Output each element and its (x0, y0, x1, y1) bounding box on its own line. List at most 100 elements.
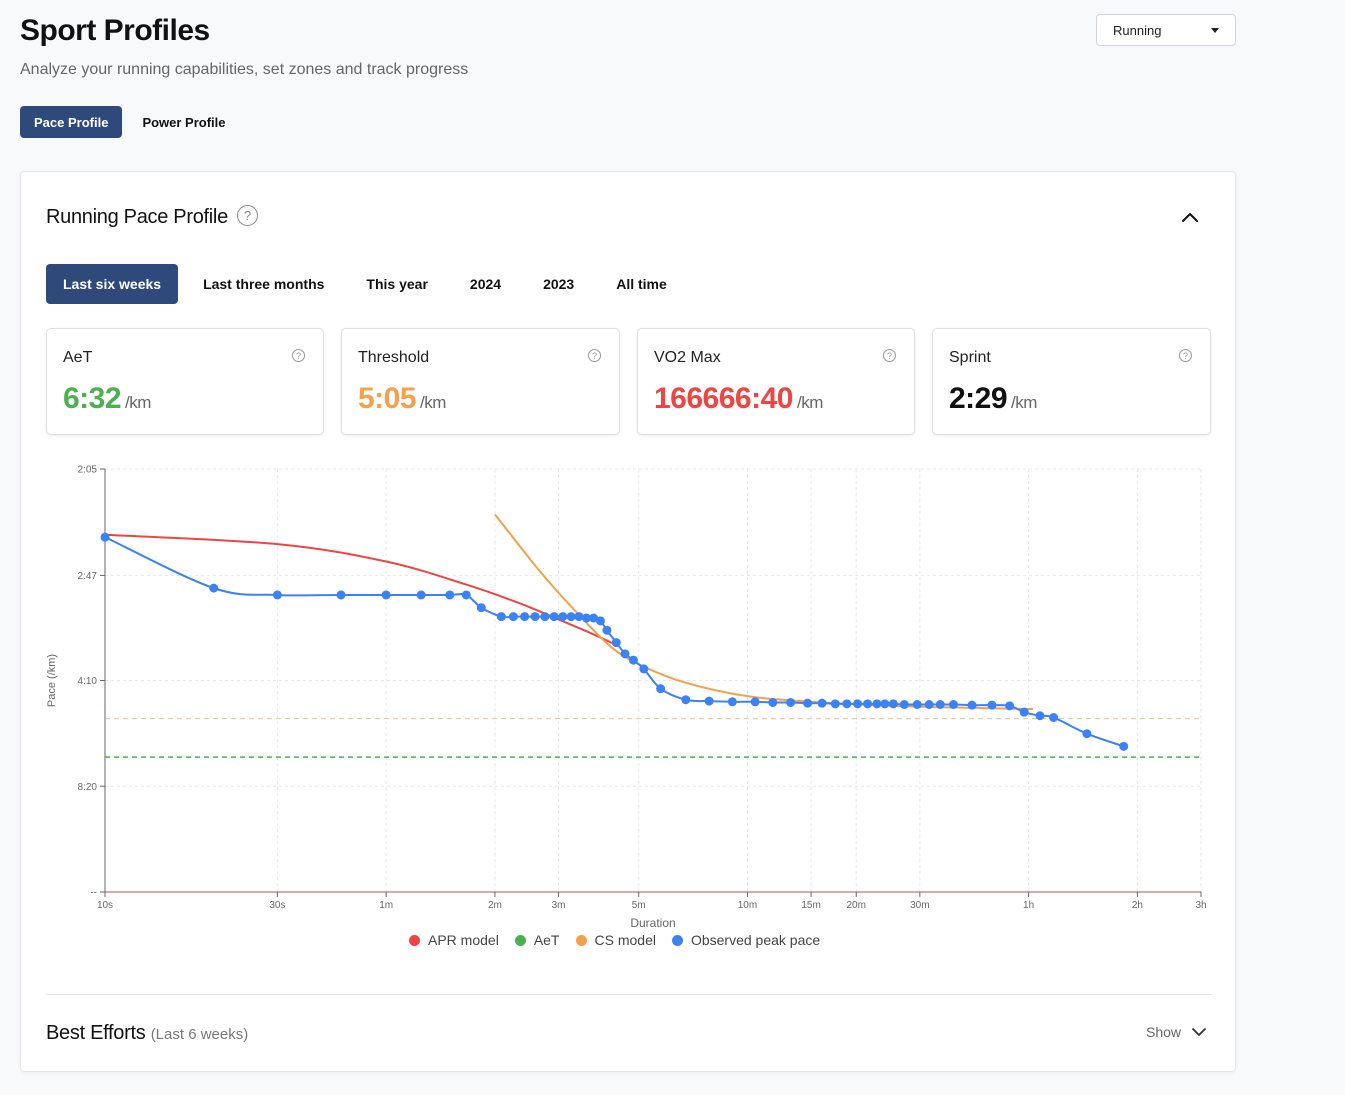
stat-label: Threshold (358, 349, 430, 366)
stat-card-aet: AeT ? 6:32/km (46, 328, 324, 435)
help-icon[interactable]: ? (292, 349, 305, 362)
data-point (987, 700, 997, 710)
legend-item-aet[interactable]: AeT (514, 932, 560, 948)
x-tick-label: 1m (379, 900, 393, 911)
tab-2024[interactable]: 2024 (469, 276, 502, 292)
collapse-button[interactable] (1179, 206, 1201, 228)
stat-label: AeT (63, 349, 93, 366)
data-point (912, 700, 922, 709)
apr-model-line (104, 533, 617, 646)
stat-number: 5:05 (358, 382, 417, 415)
data-point (1005, 701, 1015, 711)
stat-card-vo2max: VO2 Max ? 166666:40/km (637, 328, 915, 435)
help-icon[interactable]: ? (883, 349, 896, 362)
data-point (381, 590, 391, 600)
help-icon[interactable]: ? (237, 205, 258, 226)
data-point (872, 699, 882, 709)
caret-down-icon (1211, 27, 1219, 33)
data-point (1082, 729, 1092, 739)
tab-pace-profile[interactable]: Pace Profile (20, 106, 123, 138)
chevron-down-icon (1192, 1028, 1206, 1036)
data-point (100, 532, 110, 542)
legend-item-observed[interactable]: Observed peak pace (671, 932, 820, 948)
data-point (924, 700, 934, 709)
data-point (628, 655, 638, 665)
data-point (935, 700, 945, 709)
best-efforts-toggle[interactable]: Show (1146, 1024, 1207, 1040)
data-point (704, 696, 714, 706)
tab-all-time[interactable]: All time (616, 276, 667, 292)
cs-model-line (494, 513, 1033, 711)
data-point (581, 613, 591, 623)
data-point (620, 649, 630, 659)
y-tick-label: 8:20 (78, 782, 98, 793)
stat-value: 166666:40/km (654, 382, 823, 416)
x-tick-label: 10s (97, 900, 113, 911)
y-axis-title: Pace (/km) (46, 654, 58, 707)
chart-legend: APR model AeT CS model Observed peak pac… (409, 932, 820, 948)
profile-tabs: Pace Profile Power Profile (20, 106, 240, 138)
y-tick-label: 2:47 (78, 571, 98, 582)
x-tick-label: 15m (801, 900, 820, 911)
pace-profile-card: Running Pace Profile ? Last six weeks La… (20, 171, 1236, 1072)
y-tick-label: 4:10 (78, 676, 98, 687)
stat-card-threshold: Threshold ? 5:05/km (341, 328, 620, 435)
stat-unit: /km (420, 393, 446, 412)
help-icon[interactable]: ? (588, 349, 601, 362)
data-point (817, 698, 827, 708)
chevron-up-icon (1182, 213, 1198, 222)
x-tick-label: 3m (552, 900, 566, 911)
tab-2023[interactable]: 2023 (543, 276, 575, 292)
stat-value: 6:32/km (63, 382, 151, 416)
tab-power-profile[interactable]: Power Profile (142, 114, 226, 130)
tab-last-three-months[interactable]: Last three months (203, 276, 325, 292)
x-tick-label: 3h (1195, 900, 1206, 911)
legend-item-cs[interactable]: CS model (575, 932, 656, 948)
data-point (558, 612, 568, 622)
page-title: Sport Profiles (20, 14, 210, 47)
data-point (948, 700, 958, 709)
x-tick-label: 1h (1023, 900, 1034, 911)
data-point (1049, 712, 1059, 722)
data-point (888, 699, 898, 709)
stat-value: 2:29/km (949, 382, 1037, 416)
x-tick-label: 20m (846, 900, 865, 911)
data-point (611, 638, 621, 648)
data-point (416, 590, 426, 600)
data-point (830, 699, 840, 709)
divider (46, 994, 1212, 995)
help-icon[interactable]: ? (1179, 349, 1192, 362)
x-tick-label: 2m (488, 900, 502, 911)
data-point (445, 590, 455, 600)
tab-last-six-weeks[interactable]: Last six weeks (46, 264, 179, 304)
data-point (656, 684, 666, 694)
data-point (639, 664, 649, 674)
legend-item-apr[interactable]: APR model (409, 932, 499, 948)
y-tick-label: 2:05 (78, 465, 98, 476)
data-point (209, 583, 219, 593)
sport-select-value: Running (1113, 22, 1162, 38)
data-point (967, 700, 977, 710)
data-point (540, 612, 550, 622)
data-point (476, 603, 486, 613)
range-tabs: Last six weeks Last three months This ye… (46, 264, 692, 304)
legend-label: APR model (428, 932, 499, 948)
legend-dot (514, 934, 526, 946)
data-point (549, 612, 559, 622)
data-point (1119, 741, 1129, 751)
data-point (461, 590, 471, 600)
x-tick-label: 2h (1132, 900, 1143, 911)
stat-label: VO2 Max (654, 349, 721, 366)
x-tick-label: 30m (910, 900, 929, 911)
data-point (336, 590, 346, 600)
data-point (1035, 711, 1045, 721)
tab-this-year[interactable]: This year (366, 276, 428, 292)
data-point (574, 612, 584, 622)
data-point (842, 699, 852, 709)
sport-select[interactable]: Running (1096, 14, 1236, 46)
x-tick-label: 10m (738, 900, 757, 911)
x-tick-label: 5m (632, 900, 646, 911)
data-point (520, 612, 530, 622)
stat-number: 6:32 (63, 382, 122, 415)
stat-card-sprint: Sprint ? 2:29/km (932, 328, 1211, 435)
